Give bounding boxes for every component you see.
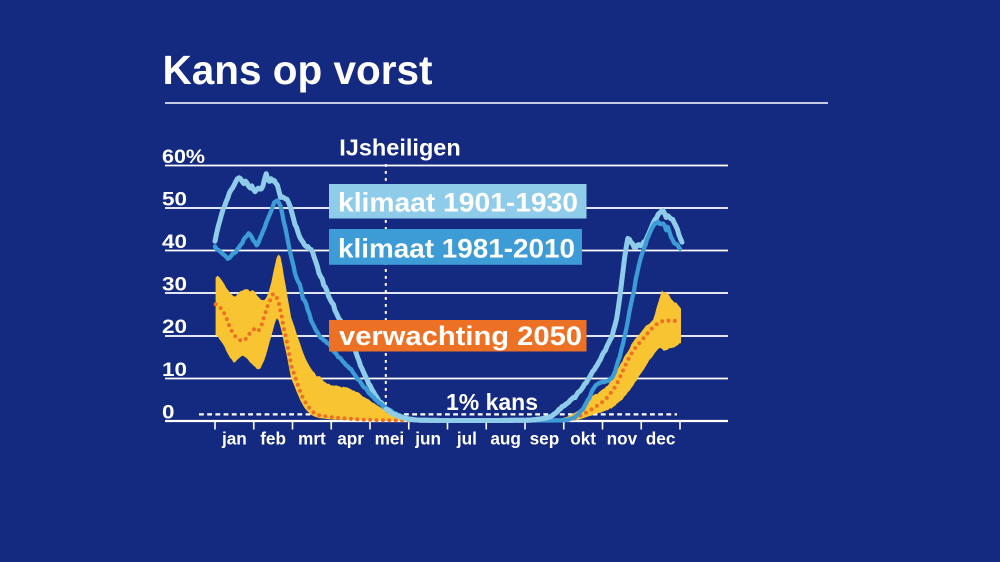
svg-text:20: 20 — [162, 316, 187, 338]
svg-text:mei: mei — [375, 429, 405, 449]
svg-text:Kans op vorst: Kans op vorst — [163, 47, 433, 93]
svg-text:IJsheiligen: IJsheiligen — [339, 135, 460, 161]
svg-text:40: 40 — [162, 231, 187, 253]
svg-text:apr: apr — [337, 429, 364, 449]
svg-text:nov: nov — [607, 429, 638, 449]
svg-text:sep: sep — [530, 429, 560, 449]
svg-text:jul: jul — [456, 429, 477, 449]
svg-text:klimaat 1901-1930: klimaat 1901-1930 — [338, 188, 578, 218]
svg-text:10: 10 — [162, 359, 187, 381]
svg-text:jun: jun — [414, 429, 441, 449]
svg-text:0: 0 — [162, 401, 175, 423]
svg-text:okt: okt — [570, 429, 596, 449]
svg-text:50: 50 — [162, 188, 187, 210]
svg-text:feb: feb — [260, 429, 286, 449]
svg-text:30: 30 — [162, 274, 187, 296]
svg-text:mrt: mrt — [298, 429, 326, 449]
svg-text:1% kans: 1% kans — [446, 389, 538, 415]
svg-text:verwachting 2050: verwachting 2050 — [339, 321, 582, 351]
svg-text:jan: jan — [221, 429, 247, 449]
svg-text:dec: dec — [646, 429, 676, 449]
svg-text:aug: aug — [490, 429, 521, 449]
svg-text:klimaat 1981-2010: klimaat 1981-2010 — [338, 234, 575, 264]
svg-text:60%: 60% — [162, 146, 205, 168]
